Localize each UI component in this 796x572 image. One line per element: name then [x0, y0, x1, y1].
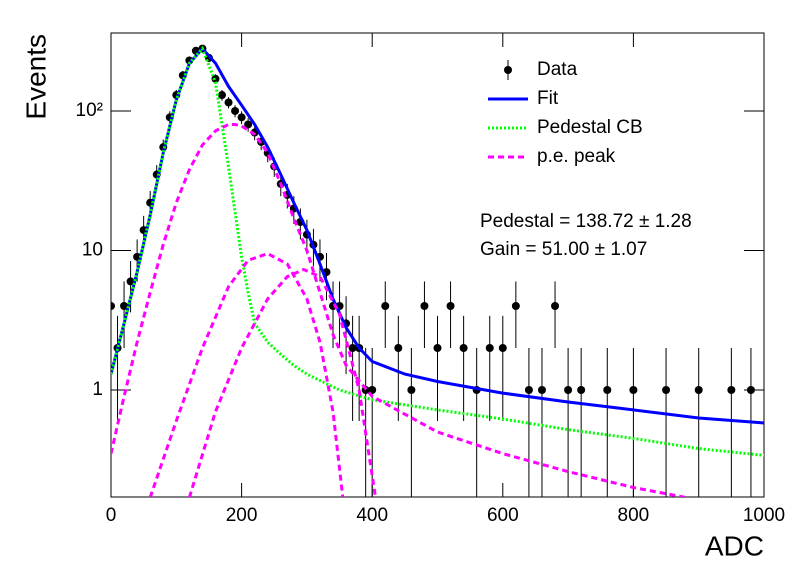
- legend-label: Fit: [537, 88, 559, 109]
- legend-label: Data: [537, 59, 578, 80]
- data-point: [120, 301, 129, 310]
- curve: [111, 45, 764, 457]
- curve: [111, 123, 686, 497]
- data-point: [551, 301, 560, 310]
- x-axis-label: ADC: [705, 530, 764, 561]
- data-point: [111, 301, 115, 310]
- data-point: [511, 301, 520, 310]
- data-point: [485, 343, 494, 352]
- x-tick-label: 0: [106, 505, 117, 526]
- data-point: [381, 301, 390, 310]
- x-tick-label: 400: [356, 505, 388, 526]
- data-point: [459, 343, 468, 352]
- annotation: Gain = 51.00 ± 1.07: [480, 239, 647, 260]
- x-tick-label: 600: [487, 505, 519, 526]
- y-tick-label: 10: [82, 239, 103, 260]
- plot-frame: [110, 32, 765, 498]
- data-point: [231, 106, 240, 115]
- data-point: [218, 91, 227, 100]
- data-point: [407, 385, 416, 394]
- data-point: [577, 385, 586, 394]
- legend-marker: [504, 66, 512, 74]
- y-tick-label: 10²: [76, 100, 103, 121]
- data-point: [237, 113, 246, 122]
- data-point: [694, 385, 703, 394]
- annotation: Pedestal = 138.72 ± 1.28: [480, 211, 692, 232]
- curve: [148, 251, 345, 497]
- data-point: [746, 385, 755, 394]
- data-point: [524, 385, 533, 394]
- y-tick-label: 1: [92, 379, 103, 400]
- data-point: [348, 343, 357, 352]
- data-point: [662, 385, 671, 394]
- x-tick-label: 1000: [743, 505, 785, 526]
- legend-label: Pedestal CB: [537, 117, 643, 138]
- data-point: [433, 343, 442, 352]
- data-point: [420, 301, 429, 310]
- data-point: [603, 385, 612, 394]
- data-point: [564, 385, 573, 394]
- plot-area: [111, 44, 764, 497]
- data-point: [537, 385, 546, 394]
- data-point: [126, 277, 135, 286]
- data-point: [629, 385, 638, 394]
- data-point: [394, 343, 403, 352]
- curve: [187, 267, 377, 497]
- x-tick-label: 200: [226, 505, 258, 526]
- x-tick-label: 800: [618, 505, 650, 526]
- y-axis-label: Events: [20, 34, 51, 120]
- curve: [111, 46, 764, 425]
- data-point: [498, 343, 507, 352]
- data-point: [446, 301, 455, 310]
- data-point: [727, 385, 736, 394]
- legend-label: p.e. peak: [537, 146, 616, 167]
- data-point: [224, 98, 233, 107]
- data-point: [244, 120, 253, 129]
